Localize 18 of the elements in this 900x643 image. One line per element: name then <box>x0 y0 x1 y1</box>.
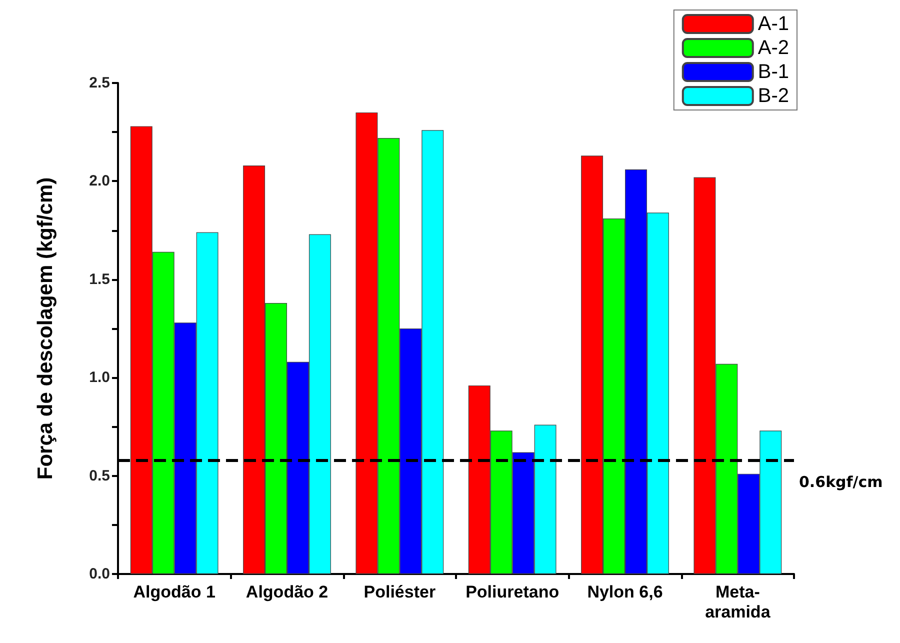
x-tick-label: Poliuretano <box>466 582 560 602</box>
y-tick-label: 0.0 <box>89 566 110 582</box>
legend-label: B-2 <box>758 85 789 107</box>
x-tick-label: Meta- aramida <box>705 582 771 622</box>
y-axis-title: Força de descolagem (kgf/cm) <box>34 177 57 480</box>
y-tick-label: 1.5 <box>89 270 110 288</box>
y-tick-label: 0.5 <box>89 467 110 484</box>
y-tick-label: 2.5 <box>89 74 110 92</box>
x-tick-label: Algodão 2 <box>246 582 328 602</box>
y-tick-label: 2.0 <box>89 172 110 190</box>
ref-line-label: 0.6kgf/cm <box>799 473 883 492</box>
y-tick-label: 1.0 <box>89 369 110 386</box>
legend-label: A-1 <box>758 13 789 35</box>
x-tick-label: Algodão 1 <box>133 582 216 602</box>
x-tick-label: Poliéster <box>364 582 436 602</box>
legend-label: B-1 <box>758 61 789 83</box>
legend-label: A-2 <box>758 37 789 59</box>
x-tick-label: Nylon 6,6 <box>587 582 663 602</box>
